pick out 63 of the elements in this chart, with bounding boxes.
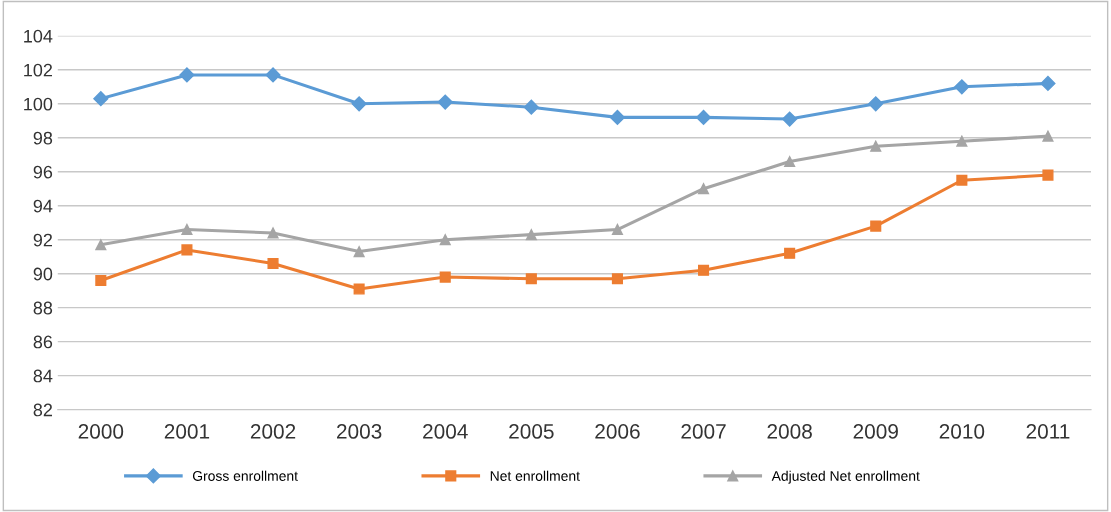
x-tick-label: 2001 — [164, 424, 210, 439]
point — [267, 227, 279, 239]
point — [353, 246, 365, 258]
point — [267, 257, 279, 270]
x-tick-label: 2000 — [78, 424, 124, 439]
legend-label: Adjusted Net enrollment — [771, 470, 920, 484]
point — [784, 247, 796, 259]
point — [956, 174, 968, 186]
point — [611, 223, 623, 236]
point — [265, 67, 281, 83]
point — [697, 264, 710, 276]
y-tick-label: 104 — [24, 29, 53, 43]
y-tick-label: 92 — [33, 233, 53, 247]
point — [525, 273, 537, 285]
x-tick-label: 2005 — [509, 424, 554, 439]
legend-label: Net enrollment — [490, 470, 580, 481]
y-tick-label: 90 — [33, 267, 53, 281]
x-tick-label: 2007 — [681, 424, 726, 439]
point — [439, 234, 451, 246]
y-tick-label: 98 — [33, 131, 53, 145]
point — [437, 94, 453, 110]
point — [1042, 130, 1054, 142]
point — [353, 283, 365, 295]
point — [868, 96, 884, 112]
y-tick-label: 88 — [33, 301, 53, 315]
point — [870, 140, 882, 152]
y-tick-label: 84 — [33, 369, 53, 383]
point — [697, 183, 710, 195]
point — [179, 67, 195, 83]
x-tick-label: 2006 — [595, 424, 640, 439]
x-tick-label: 2003 — [337, 424, 382, 439]
point — [93, 91, 109, 107]
point — [1040, 75, 1056, 91]
x-tick-label: 2008 — [767, 424, 812, 439]
point — [523, 99, 539, 115]
point — [956, 135, 968, 147]
y-tick-label: 96 — [33, 165, 53, 179]
point — [870, 220, 882, 232]
point — [95, 274, 107, 287]
x-tick-label: 2009 — [853, 424, 898, 439]
x-tick-label: 2010 — [939, 424, 985, 439]
point — [611, 273, 623, 285]
y-tick-label: 82 — [33, 403, 53, 417]
y-tick-label: 86 — [33, 335, 53, 349]
point — [1042, 169, 1054, 181]
point — [609, 109, 626, 125]
y-tick-label: 94 — [33, 199, 53, 213]
point — [784, 156, 796, 168]
y-tick-label: 100 — [24, 97, 53, 111]
point — [954, 79, 970, 95]
x-tick-label: 2002 — [250, 424, 296, 439]
point — [439, 271, 451, 283]
x-tick-label: 2011 — [1026, 424, 1070, 439]
point — [695, 109, 712, 125]
point — [351, 96, 367, 112]
point — [782, 111, 798, 127]
legend-label: Gross enrollment — [192, 470, 298, 481]
x-tick-label: 2004 — [423, 424, 468, 439]
point — [181, 244, 193, 256]
y-tick-label: 102 — [24, 63, 53, 77]
point — [181, 223, 193, 236]
point — [95, 239, 107, 251]
point — [525, 229, 537, 241]
